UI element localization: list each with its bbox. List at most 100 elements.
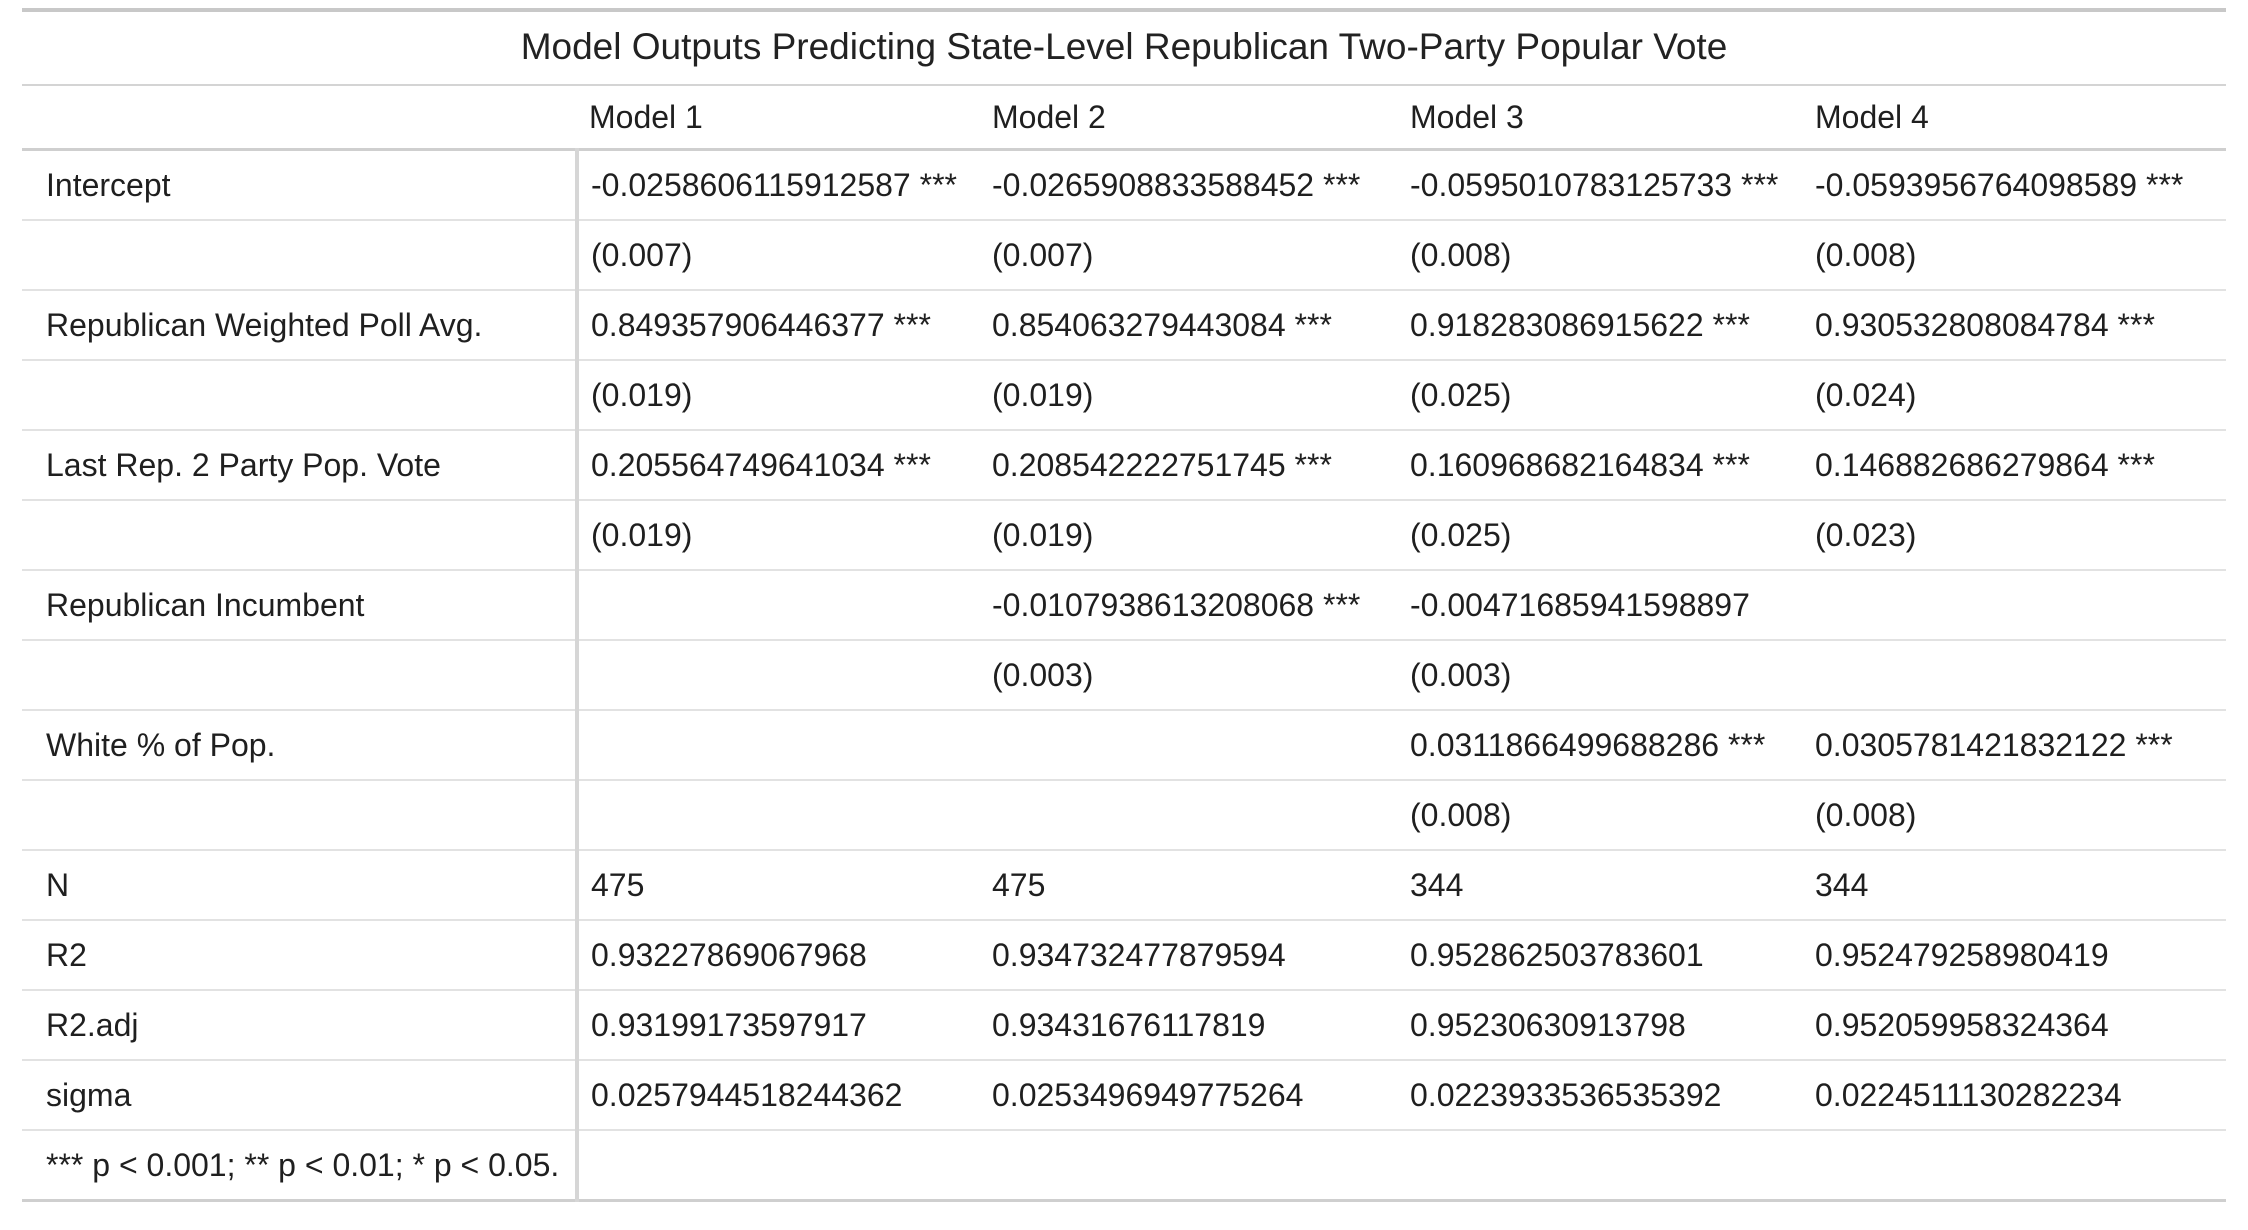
row-label: Last Rep. 2 Party Pop. Vote	[22, 430, 579, 501]
model-4-cell: (0.023)	[1803, 500, 2226, 571]
table-row: White % of Pop. 0.0311866499688286 *** 0.0…	[22, 710, 2226, 781]
row-label	[22, 780, 579, 851]
model-1-cell: 475	[577, 850, 980, 921]
header-model-2: Model 2	[980, 86, 1398, 151]
row-label: R2.adj	[22, 990, 579, 1061]
model-2-cell: -0.0107938613208068 ***	[980, 570, 1398, 641]
model-1-cell	[577, 640, 980, 711]
model-4-cell	[1803, 640, 2226, 711]
model-2-cell: -0.0265908833588452 ***	[980, 149, 1398, 221]
model-4-cell: (0.024)	[1803, 360, 2226, 431]
table-row: sigma 0.0257944518244362 0.025349694977526…	[22, 1060, 2226, 1131]
model-2-cell: 0.0253496949775264	[980, 1060, 1398, 1131]
row-label: White % of Pop.	[22, 710, 579, 781]
model-3-cell: 0.918283086915622 ***	[1398, 290, 1803, 361]
model-1-cell	[577, 780, 980, 851]
model-2-cell: 0.208542222751745 ***	[980, 430, 1398, 501]
model-1-cell: 0.93199173597917	[577, 990, 980, 1061]
table-row: Last Rep. 2 Party Pop. Vote 0.20556474964…	[22, 430, 2226, 501]
model-4-cell: (0.008)	[1803, 220, 2226, 291]
model-1-cell: 0.93227869067968	[577, 920, 980, 991]
model-2-cell	[980, 780, 1398, 851]
table-row: R2.adj 0.93199173597917 0.93431676117819 0.…	[22, 990, 2226, 1061]
model-2-cell: 0.93431676117819	[980, 990, 1398, 1061]
model-3-cell: (0.025)	[1398, 500, 1803, 571]
table-row: (0.007) (0.007) (0.008) (0.008)	[22, 220, 2226, 291]
table-row: Republican Weighted Poll Avg. 0.849357906…	[22, 290, 2226, 361]
model-4-cell: 0.146882686279864 ***	[1803, 430, 2226, 501]
table-row: (0.019) (0.019) (0.025) (0.023)	[22, 500, 2226, 571]
model-2-cell	[980, 1130, 1398, 1202]
row-label	[22, 640, 579, 711]
model-2-cell: 0.934732477879594	[980, 920, 1398, 991]
model-2-cell: (0.019)	[980, 360, 1398, 431]
model-1-cell: 0.849357906446377 ***	[577, 290, 980, 361]
regression-table: Model Outputs Predicting State-Level Rep…	[22, 8, 2226, 1202]
model-1-cell: (0.019)	[577, 360, 980, 431]
model-1-cell	[577, 570, 980, 641]
model-1-cell	[577, 710, 980, 781]
model-3-cell: 344	[1398, 850, 1803, 921]
model-1-cell: 0.205564749641034 ***	[577, 430, 980, 501]
model-3-cell: -0.00471685941598897	[1398, 570, 1803, 641]
model-1-cell: (0.019)	[577, 500, 980, 571]
row-label	[22, 220, 579, 291]
table-row: N 475 475 344 344	[22, 850, 2226, 921]
model-1-cell: -0.0258606115912587 ***	[577, 149, 980, 221]
model-3-cell: 0.952862503783601	[1398, 920, 1803, 991]
model-3-cell: 0.0223933536535392	[1398, 1060, 1803, 1131]
model-4-cell: 0.0224511130282234	[1803, 1060, 2226, 1131]
table-header: Model 1 Model 2 Model 3 Model 4	[22, 86, 2226, 151]
model-4-cell	[1803, 570, 2226, 641]
model-2-cell: 0.854063279443084 ***	[980, 290, 1398, 361]
table-row: (0.019) (0.019) (0.025) (0.024)	[22, 360, 2226, 431]
header-stub	[22, 86, 577, 151]
row-label: Intercept	[22, 149, 579, 221]
row-label: Republican Weighted Poll Avg.	[22, 290, 579, 361]
model-3-cell: 0.160968682164834 ***	[1398, 430, 1803, 501]
table-caption: Model Outputs Predicting State-Level Rep…	[22, 8, 2226, 86]
header-model-3: Model 3	[1398, 86, 1803, 151]
model-3-cell: (0.008)	[1398, 780, 1803, 851]
model-3-cell: (0.025)	[1398, 360, 1803, 431]
regression-table-container: Model Outputs Predicting State-Level Rep…	[22, 8, 2226, 1202]
row-label: Republican Incumbent	[22, 570, 579, 641]
row-label: R2	[22, 920, 579, 991]
model-3-cell: 0.0311866499688286 ***	[1398, 710, 1803, 781]
table-row: *** p < 0.001; ** p < 0.01; * p < 0.05.	[22, 1130, 2226, 1202]
row-label	[22, 500, 579, 571]
table-row: Intercept -0.0258606115912587 *** -0.02659…	[22, 149, 2226, 221]
model-2-cell	[980, 710, 1398, 781]
model-3-cell	[1398, 1130, 1803, 1202]
row-label	[22, 360, 579, 431]
model-1-cell	[577, 1130, 980, 1202]
table-body: Intercept -0.0258606115912587 *** -0.02659…	[22, 149, 2226, 1202]
table-row: (0.003) (0.003)	[22, 640, 2226, 711]
model-4-cell: (0.008)	[1803, 780, 2226, 851]
model-2-cell: (0.007)	[980, 220, 1398, 291]
table-row: R2 0.93227869067968 0.934732477879594 0.952…	[22, 920, 2226, 991]
header-model-1: Model 1	[577, 86, 980, 151]
model-2-cell: 475	[980, 850, 1398, 921]
model-4-cell	[1803, 1130, 2226, 1202]
model-3-cell: 0.95230630913798	[1398, 990, 1803, 1061]
model-4-cell: 344	[1803, 850, 2226, 921]
model-4-cell: 0.952059958324364	[1803, 990, 2226, 1061]
model-4-cell: 0.952479258980419	[1803, 920, 2226, 991]
model-3-cell: (0.003)	[1398, 640, 1803, 711]
row-label: sigma	[22, 1060, 579, 1131]
model-3-cell: (0.008)	[1398, 220, 1803, 291]
model-3-cell: -0.0595010783125733 ***	[1398, 149, 1803, 221]
model-2-cell: (0.003)	[980, 640, 1398, 711]
row-label: *** p < 0.001; ** p < 0.01; * p < 0.05.	[22, 1130, 579, 1202]
header-row: Model 1 Model 2 Model 3 Model 4	[22, 86, 2226, 151]
model-2-cell: (0.019)	[980, 500, 1398, 571]
table-row: (0.008) (0.008)	[22, 780, 2226, 851]
table-row: Republican Incumbent -0.0107938613208068 …	[22, 570, 2226, 641]
header-model-4: Model 4	[1803, 86, 2226, 151]
model-1-cell: 0.0257944518244362	[577, 1060, 980, 1131]
model-4-cell: -0.0593956764098589 ***	[1803, 149, 2226, 221]
model-4-cell: 0.930532808084784 ***	[1803, 290, 2226, 361]
model-1-cell: (0.007)	[577, 220, 980, 291]
model-4-cell: 0.0305781421832122 ***	[1803, 710, 2226, 781]
